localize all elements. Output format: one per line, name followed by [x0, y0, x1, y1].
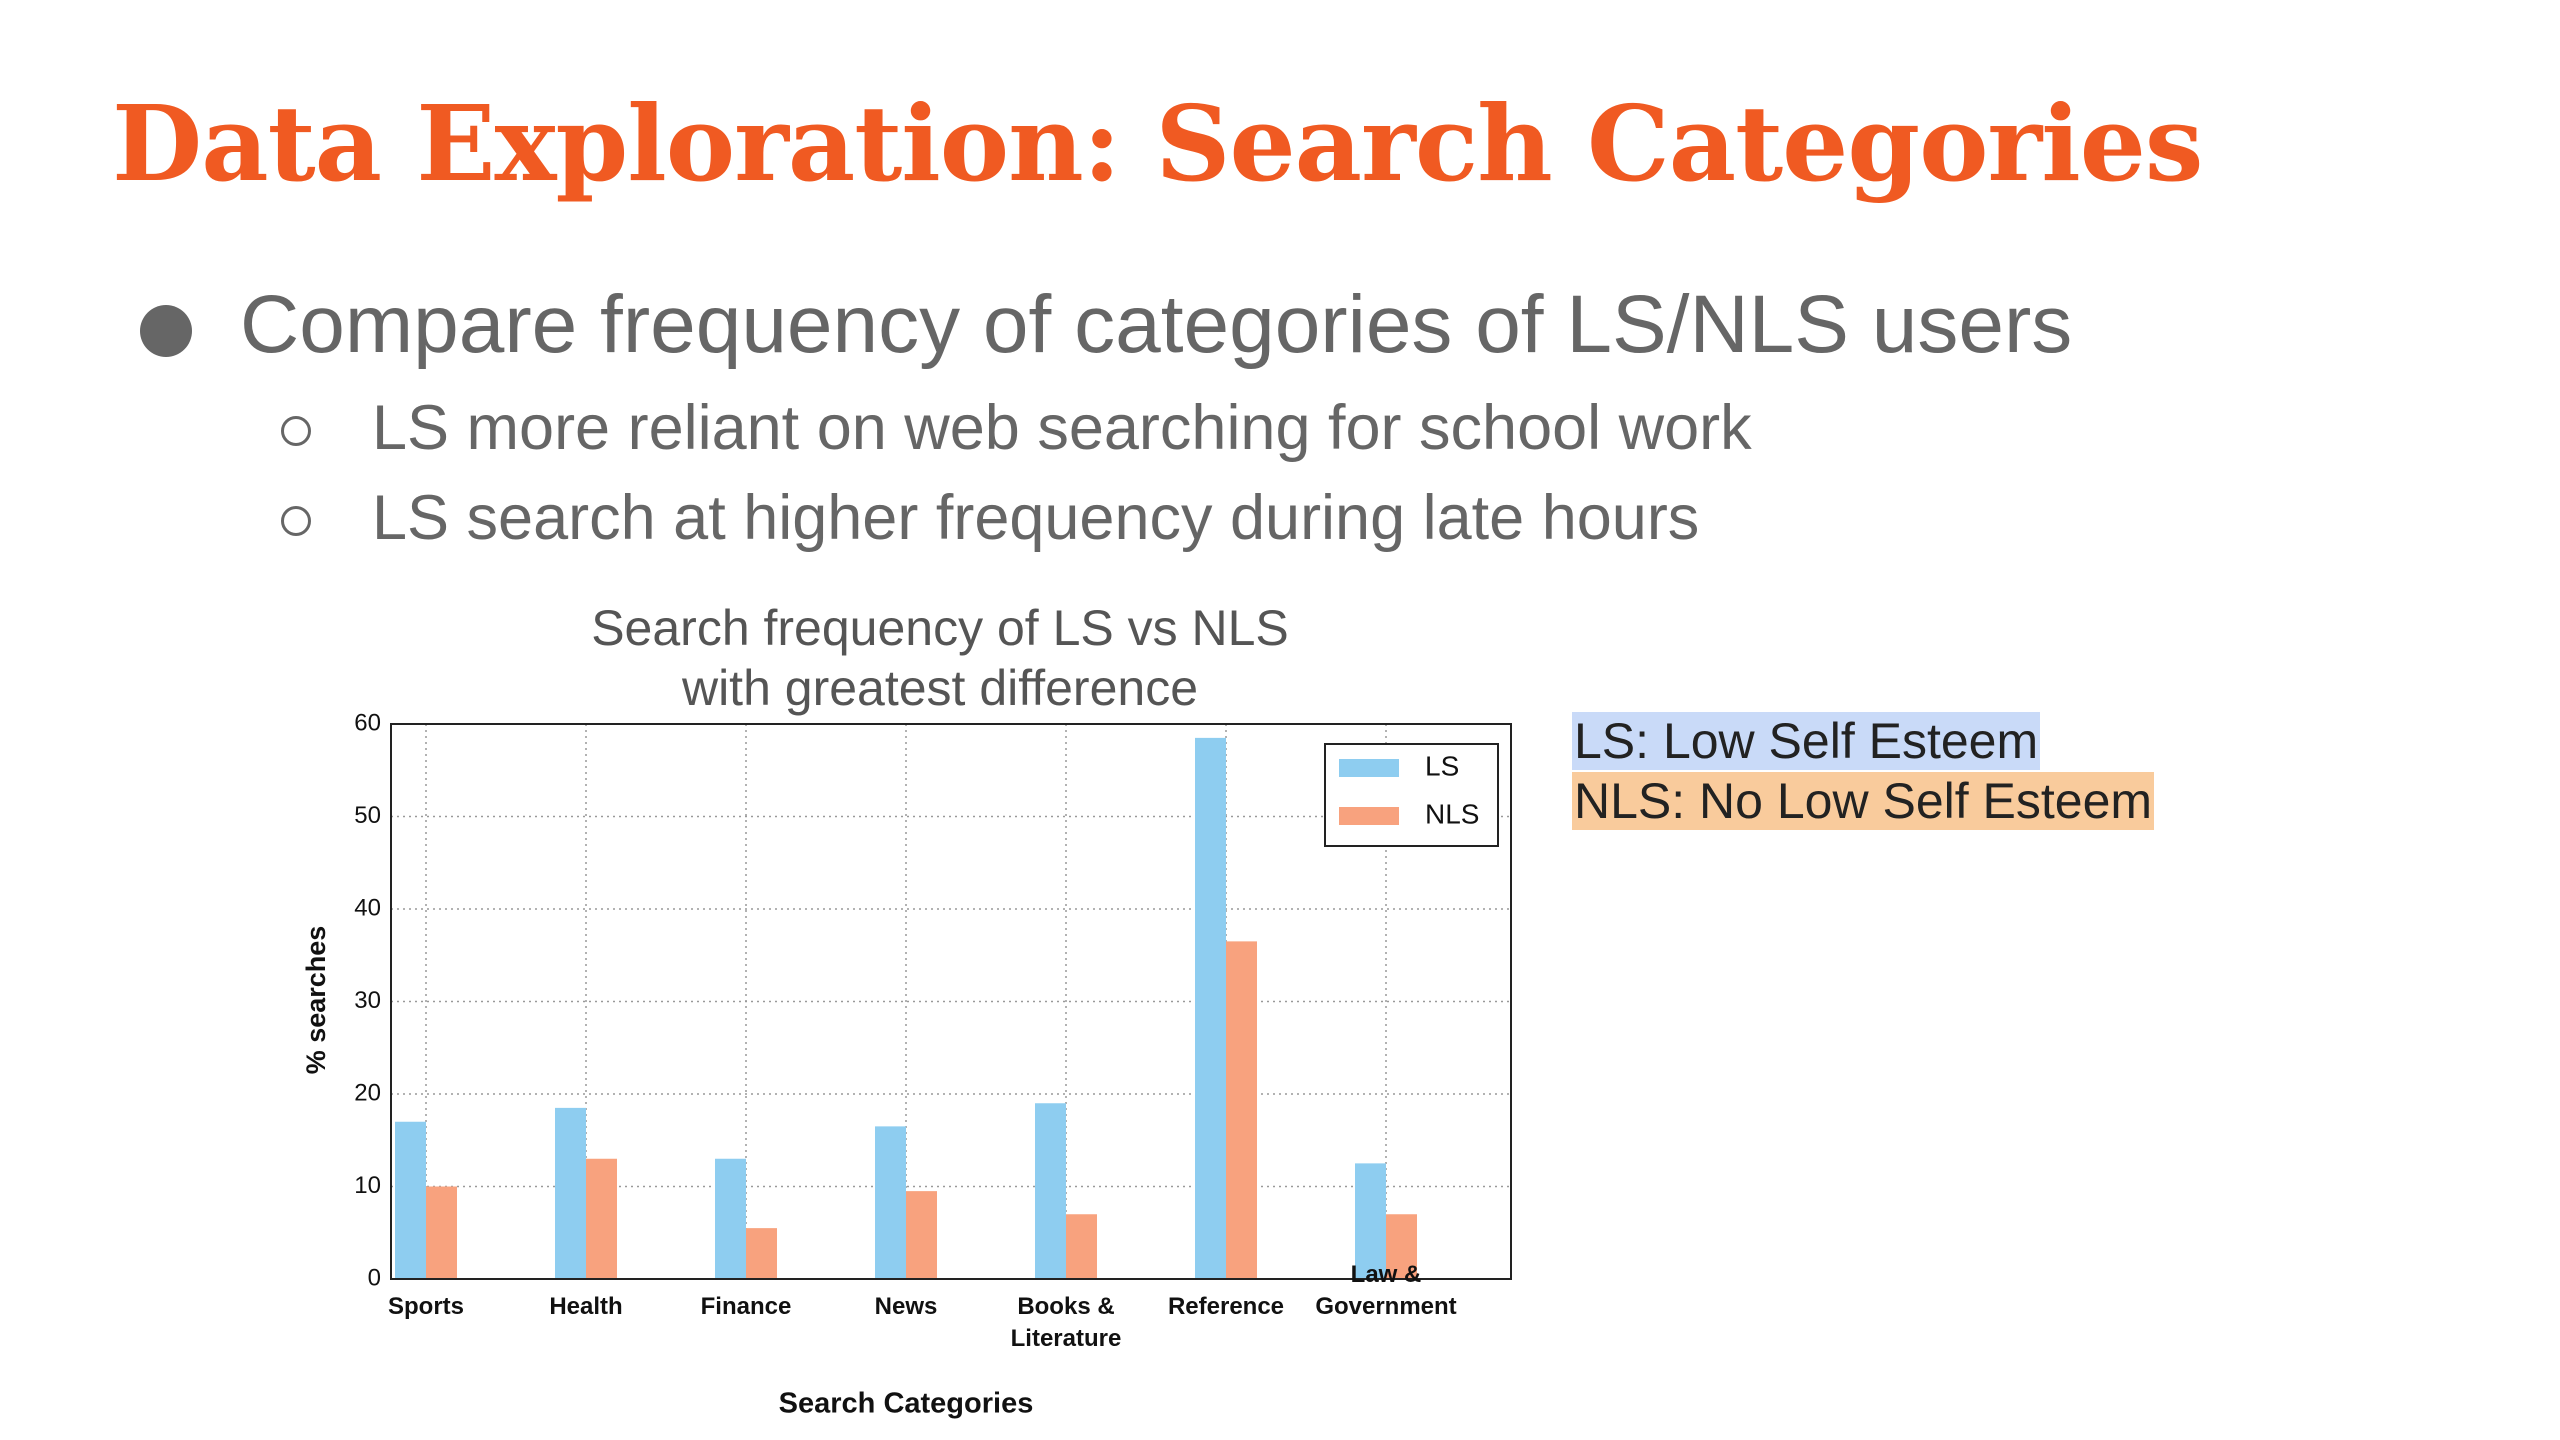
x-tick-label: Law & Government	[1315, 1261, 1457, 1320]
bar	[1226, 941, 1257, 1279]
y-tick-label: 50	[354, 802, 381, 829]
bar	[1386, 1214, 1417, 1279]
sub-bullet-ring	[281, 506, 311, 536]
bar	[586, 1158, 617, 1279]
sub-bullet: LS more reliant on web searching for sch…	[372, 393, 1752, 463]
x-tick-label: News	[874, 1293, 938, 1320]
y-tick-label: 10	[354, 1172, 381, 1199]
bar	[1355, 1163, 1386, 1279]
x-tick-label: Books & Literature	[1010, 1293, 1122, 1352]
bar	[715, 1158, 746, 1279]
legend-swatch	[1339, 759, 1399, 777]
x-tick-label: Reference	[1167, 1293, 1285, 1320]
x-tick-label: Finance	[700, 1293, 792, 1320]
bar	[395, 1121, 426, 1279]
slide-title: Data Exploration: Search Categories	[112, 82, 2203, 205]
plot-frame	[390, 723, 1512, 1280]
bullet-dot	[140, 305, 192, 357]
y-tick-label: 0	[368, 1264, 381, 1291]
chart-title: Search frequency of LS vs NLS with great…	[591, 600, 1289, 716]
legend-label: LS	[1425, 750, 1459, 781]
y-axis-label: % searches	[301, 926, 331, 1075]
y-tick-label: 20	[354, 1079, 381, 1106]
bar	[1195, 737, 1226, 1279]
bar	[426, 1186, 457, 1279]
y-tick-label: 30	[354, 987, 381, 1014]
x-axis-label: Search Categories	[779, 1388, 1034, 1420]
legend-note: LS: Low Self Esteem	[1572, 712, 2041, 770]
bar	[746, 1228, 777, 1279]
bar	[1035, 1103, 1066, 1279]
legend-swatch	[1339, 807, 1399, 825]
sub-bullet-ring	[281, 416, 311, 446]
bar	[555, 1107, 586, 1279]
x-tick-label: Health	[549, 1293, 623, 1320]
sub-bullet: LS search at higher frequency during lat…	[372, 483, 1700, 553]
legend-label: NLS	[1425, 798, 1479, 829]
bullet: Compare frequency of categories of LS/NL…	[240, 279, 2073, 370]
legend-note: NLS: No Low Self Esteem	[1572, 772, 2155, 830]
y-tick-label: 60	[354, 709, 381, 736]
bar	[906, 1191, 937, 1279]
bar	[1066, 1214, 1097, 1279]
y-tick-label: 40	[354, 894, 381, 921]
x-tick-label: Sports	[387, 1293, 464, 1320]
bar	[875, 1126, 906, 1279]
